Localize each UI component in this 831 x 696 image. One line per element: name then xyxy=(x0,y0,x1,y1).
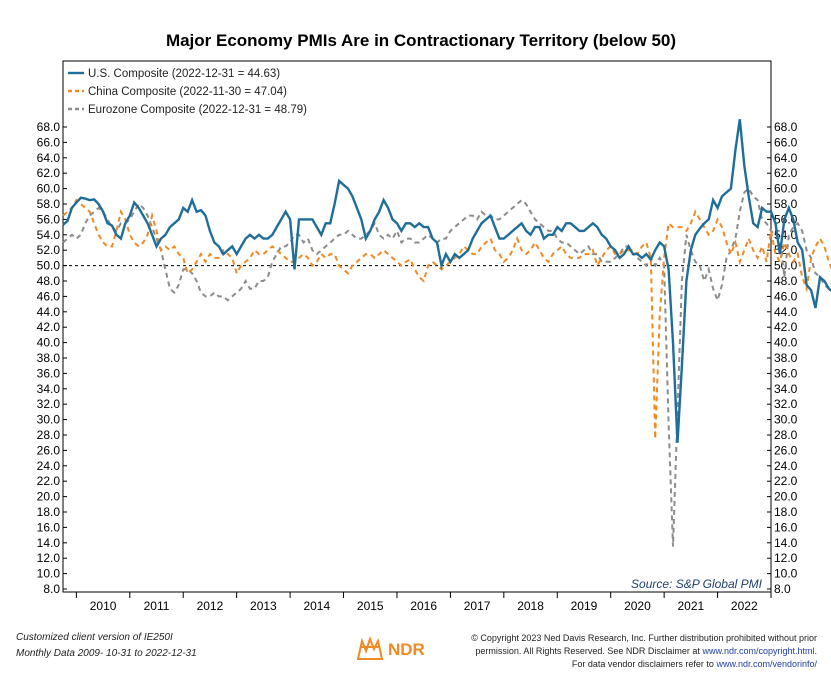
y-axis-left: 8.010.0 12.014.0 16.018.020.0 22.024.0 26.02… xyxy=(37,120,67,596)
series-line-2 xyxy=(62,187,831,547)
y-tick-label-right: 42.0 xyxy=(774,320,798,334)
legend-label: Eurozone Composite (2022-12-31 = 48.79) xyxy=(88,104,307,116)
y-tick-label-left: 52.0 xyxy=(37,243,61,257)
x-tick-label: 2015 xyxy=(357,599,384,613)
y-tick-label-right: 30.0 xyxy=(774,413,798,427)
x-tick-label: 2014 xyxy=(303,599,330,613)
y-tick-label-left: 36.0 xyxy=(37,366,61,380)
x-tick-label: 2019 xyxy=(571,599,598,613)
copyright-line-1: © Copyright 2023 Ned Davis Research, Inc… xyxy=(471,633,817,643)
copyright-line-3: For data vendor disclaimers refer to www… xyxy=(471,658,817,671)
y-tick-label-right: 8.0 xyxy=(774,582,791,596)
x-tick-label: 2018 xyxy=(517,599,544,613)
y-tick-label-right: 40.0 xyxy=(774,336,798,350)
y-tick-label-right: 60.0 xyxy=(774,182,798,196)
client-version-note: Customized client version of IE250I xyxy=(16,632,173,643)
y-axis-right: 8.010.0 12.014.0 16.018.020.0 22.024.0 26.02… xyxy=(767,120,798,596)
y-tick-label-right: 66.0 xyxy=(774,135,798,149)
y-tick-label-left: 54.0 xyxy=(37,228,61,242)
x-tick-label: 2011 xyxy=(144,599,170,613)
y-tick-label-right: 48.0 xyxy=(774,274,798,288)
x-tick-label: 2013 xyxy=(250,599,277,613)
y-tick-label-right: 46.0 xyxy=(774,289,798,303)
y-tick-label-right: 58.0 xyxy=(774,197,798,211)
y-tick-label-right: 14.0 xyxy=(774,536,798,550)
plot-frame xyxy=(62,60,772,593)
y-tick-label-left: 26.0 xyxy=(37,443,61,457)
y-tick-label-right: 38.0 xyxy=(774,351,798,365)
y-tick-label-right: 18.0 xyxy=(774,505,798,519)
copyright-link[interactable]: www.ndr.com/copyright.html. xyxy=(702,646,817,656)
y-tick-label-left: 30.0 xyxy=(37,413,61,427)
y-tick-label-left: 8.0 xyxy=(43,582,60,596)
ndr-logo-icon xyxy=(356,636,384,660)
y-tick-label-right: 26.0 xyxy=(774,443,798,457)
y-tick-label-right: 24.0 xyxy=(774,459,798,473)
y-tick-label-right: 22.0 xyxy=(774,474,798,488)
vendor-info-link[interactable]: www.ndr.com/vendorinfo/ xyxy=(716,659,817,669)
x-tick-label: 2012 xyxy=(197,599,224,613)
y-tick-label-left: 66.0 xyxy=(37,135,61,149)
copyright-line-2-text: permission. All Rights Reserved. See NDR… xyxy=(475,646,700,656)
chart-title: Major Economy PMIs Are in Contractionary… xyxy=(166,31,676,50)
y-tick-label-left: 34.0 xyxy=(37,382,61,396)
y-tick-label-right: 44.0 xyxy=(774,305,798,319)
y-tick-label-left: 62.0 xyxy=(37,166,61,180)
y-tick-label-left: 60.0 xyxy=(37,182,61,196)
y-tick-label-right: 20.0 xyxy=(774,490,798,504)
y-tick-label-left: 64.0 xyxy=(37,151,61,165)
data-range-note: Monthly Data 2009- 10-31 to 2022-12-31 xyxy=(16,648,197,659)
x-tick-label: 2022 xyxy=(731,599,758,613)
y-tick-label-left: 46.0 xyxy=(37,289,61,303)
x-tick-label: 2021 xyxy=(677,599,704,613)
copyright-block: © Copyright 2023 Ned Davis Research, Inc… xyxy=(471,632,817,671)
y-tick-label-left: 56.0 xyxy=(37,212,61,226)
y-tick-label-right: 64.0 xyxy=(774,151,798,165)
x-tick-label: 2020 xyxy=(624,599,651,613)
y-tick-label-left: 68.0 xyxy=(37,120,61,134)
legend-label: China Composite (2022-11-30 = 47.04) xyxy=(88,86,287,98)
y-tick-label-left: 14.0 xyxy=(37,536,61,550)
legend-label: U.S. Composite (2022-12-31 = 44.63) xyxy=(88,68,280,80)
x-tick-label: 2016 xyxy=(410,599,437,613)
y-tick-label-left: 20.0 xyxy=(37,490,61,504)
series-line-1 xyxy=(62,198,831,439)
y-tick-label-left: 40.0 xyxy=(37,336,61,350)
y-tick-label-right: 10.0 xyxy=(774,567,798,581)
y-tick-label-right: 28.0 xyxy=(774,428,798,442)
y-tick-label-left: 18.0 xyxy=(37,505,61,519)
y-tick-label-left: 58.0 xyxy=(37,197,61,211)
y-tick-label-left: 32.0 xyxy=(37,397,61,411)
y-tick-label-left: 44.0 xyxy=(37,305,61,319)
x-tick-label: 2010 xyxy=(90,599,117,613)
series-layer xyxy=(62,119,831,547)
y-tick-label-right: 16.0 xyxy=(774,520,798,534)
x-tick-label: 2017 xyxy=(464,599,491,613)
copyright-line-3-text: For data vendor disclaimers refer to xyxy=(571,659,714,669)
y-tick-label-left: 16.0 xyxy=(37,520,61,534)
y-tick-label-right: 34.0 xyxy=(774,382,798,396)
y-tick-label-left: 28.0 xyxy=(37,428,61,442)
y-tick-label-left: 10.0 xyxy=(37,567,61,581)
y-tick-label-left: 12.0 xyxy=(37,551,61,565)
source-note: Source: S&P Global PMI xyxy=(631,577,763,591)
y-tick-label-left: 24.0 xyxy=(37,459,61,473)
y-tick-label-left: 42.0 xyxy=(37,320,61,334)
y-tick-label-right: 32.0 xyxy=(774,397,798,411)
series-line-0 xyxy=(62,119,831,443)
y-tick-label-right: 12.0 xyxy=(774,551,798,565)
y-tick-label-left: 50.0 xyxy=(37,259,61,273)
x-axis: 2010 2011 2012 2013 2014 2015 2016 2017 2018 2019… xyxy=(75,592,772,613)
y-tick-label-left: 38.0 xyxy=(37,351,61,365)
copyright-line-2: permission. All Rights Reserved. See NDR… xyxy=(471,645,817,658)
ndr-logo-text: NDR xyxy=(388,640,425,659)
legend: U.S. Composite (2022-12-31 = 44.63) China… xyxy=(68,68,307,116)
y-tick-label-left: 22.0 xyxy=(37,474,61,488)
y-tick-label-right: 68.0 xyxy=(774,120,798,134)
y-tick-label-left: 48.0 xyxy=(37,274,61,288)
y-tick-label-right: 62.0 xyxy=(774,166,798,180)
y-tick-label-right: 36.0 xyxy=(774,366,798,380)
